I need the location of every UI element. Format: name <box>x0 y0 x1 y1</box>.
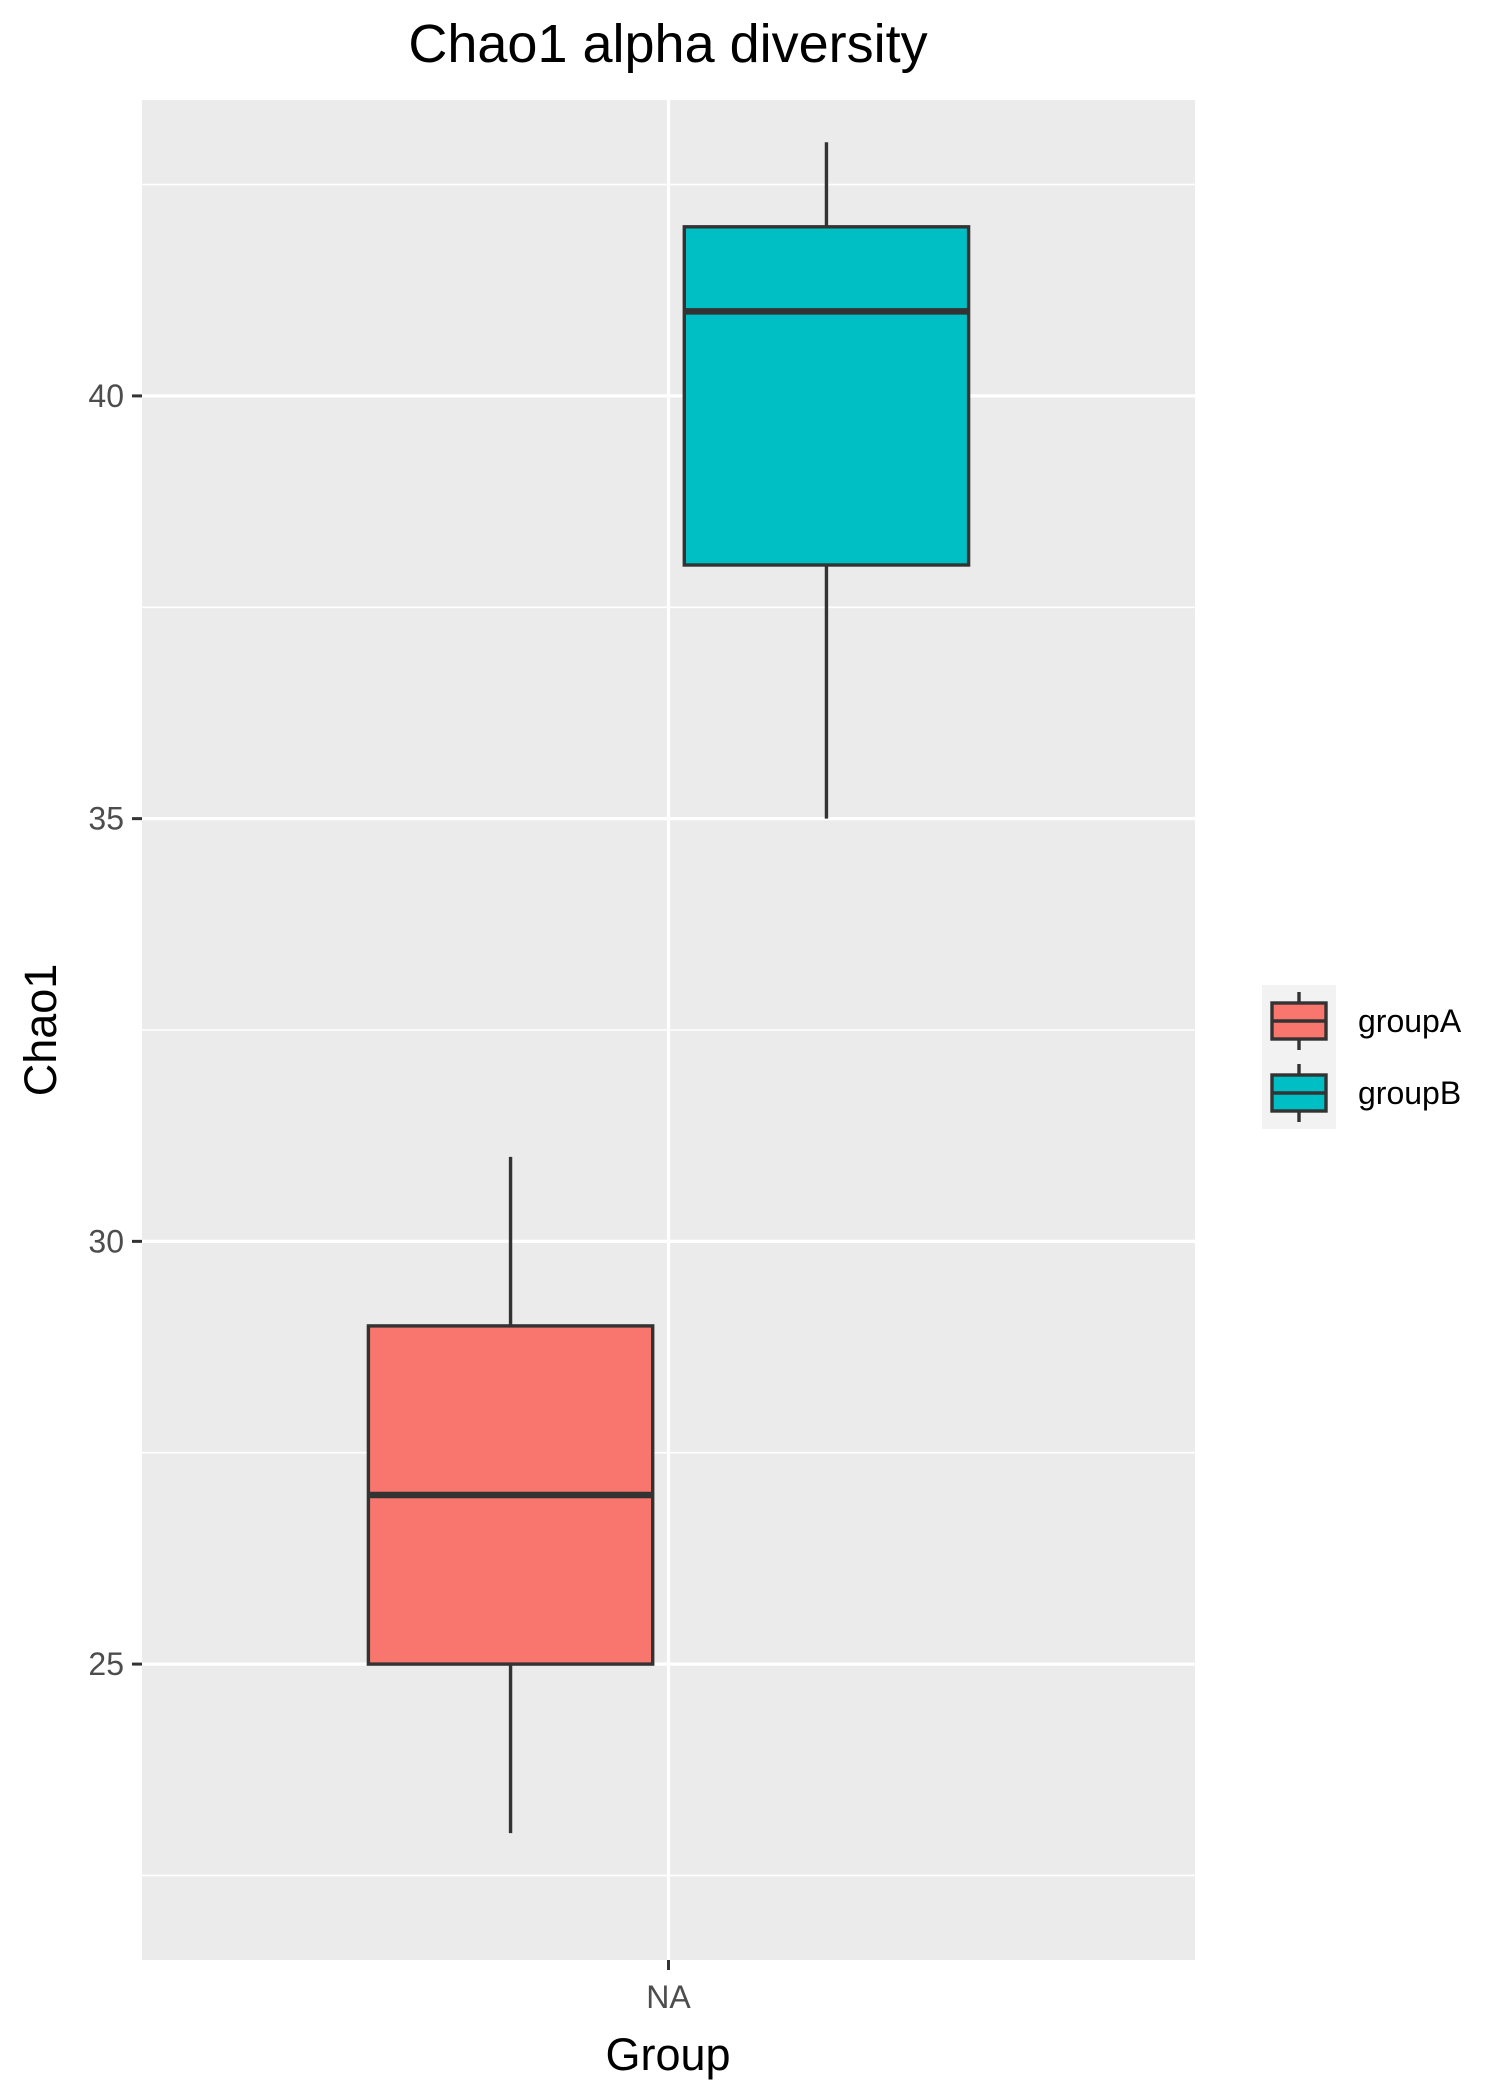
boxplot-groupB <box>682 142 971 819</box>
x-axis-title: Group <box>605 2029 730 2080</box>
y-axis: 25 30 35 40 <box>88 378 142 1682</box>
legend-item-groupB: groupB <box>1262 1057 1461 1129</box>
boxplot-groupA <box>366 1156 655 1834</box>
y-axis-title: Chao1 <box>15 964 66 1097</box>
major-gridlines <box>142 100 1195 1960</box>
legend-label: groupB <box>1358 1075 1461 1111</box>
y-tick-label: 30 <box>88 1223 124 1259</box>
legend: groupA groupB <box>1262 985 1462 1129</box>
x-axis: NA <box>646 1960 691 2015</box>
x-tick-label: NA <box>646 1979 691 2015</box>
box <box>682 225 971 567</box>
y-tick-label: 40 <box>88 378 124 414</box>
legend-item-groupA: groupA <box>1262 985 1462 1057</box>
chart-title: Chao1 alpha diversity <box>408 14 927 74</box>
legend-label: groupA <box>1358 1003 1462 1039</box>
y-tick-label: 35 <box>88 801 124 837</box>
boxplots <box>366 142 971 1834</box>
y-tick-label: 25 <box>88 1646 124 1682</box>
